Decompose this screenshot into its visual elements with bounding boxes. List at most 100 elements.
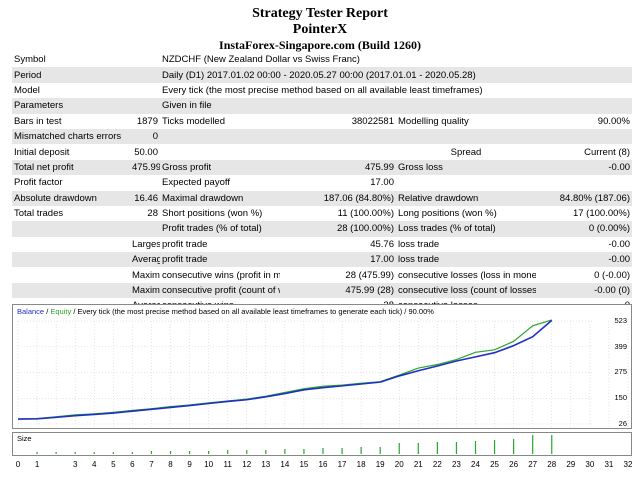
report-cell: Profit trades (% of total) <box>160 221 280 237</box>
size-bar <box>341 448 343 454</box>
size-bar <box>417 443 419 454</box>
size-bar <box>131 452 133 454</box>
y-tick-label: 399 <box>614 341 627 351</box>
report-cell <box>536 128 633 145</box>
report-cell: 0 (0.00%) <box>536 221 633 237</box>
report-cell: Maximal drawdown <box>160 190 280 206</box>
report-cell: Total net profit <box>12 159 130 176</box>
size-bar <box>455 442 458 454</box>
report-cell: Mismatched charts errors <box>12 128 130 145</box>
size-label: Size <box>17 434 32 443</box>
report-cell: -0.00 <box>536 159 633 176</box>
report-row: Absolute drawdown 16.46 Maximal drawdown 18… <box>12 190 633 206</box>
report-cell: consecutive profit (count of wins) <box>160 282 280 299</box>
report-cell <box>130 52 160 67</box>
report-cell: consecutive loss (count of losses) <box>396 282 536 299</box>
report-table: Symbol NZDCHF (New Zealand Dollar vs Swis… <box>12 52 633 314</box>
x-tick-label: 7 <box>149 460 154 469</box>
report-row: Maximalconsecutive profit (count of wins… <box>12 282 633 299</box>
x-tick-label: 16 <box>318 460 328 469</box>
x-tick-label: 8 <box>168 460 173 469</box>
legend-rest: / Every tick (the most precise method ba… <box>71 307 434 316</box>
report-cell: 84.80% (187.06) <box>536 190 633 206</box>
report-cell: 28 (475.99) <box>345 269 394 281</box>
x-tick-label: 3 <box>72 460 78 469</box>
report-cell <box>130 221 160 237</box>
report-cell: Parameters <box>12 98 130 114</box>
legend-equity: Equity <box>50 307 72 316</box>
size-bar <box>169 451 172 454</box>
report-cell: profit trade <box>160 252 280 268</box>
report-cell: Ticks modelled <box>162 115 226 127</box>
chart-legend: Balance / Equity / Every tick (the most … <box>17 307 434 316</box>
report-cell: Bars in test <box>14 115 62 127</box>
x-tick-label: 14 <box>280 460 290 469</box>
report-cell: loss trade <box>396 252 536 268</box>
report-cell: Given in file <box>160 98 633 114</box>
report-cell: Largest <box>132 238 160 250</box>
x-tick-label: 4 <box>92 460 97 469</box>
report-cell: profit trade <box>162 238 208 250</box>
report-row: Maximumconsecutive wins (profit in money… <box>12 267 632 282</box>
report-cell: 16.46 <box>130 190 160 206</box>
report-cell <box>396 128 536 145</box>
report-row: Mismatched charts errors 0 <box>12 128 633 145</box>
report-cell: 475.99 <box>130 159 160 176</box>
report-cell <box>536 175 632 190</box>
y-tick-label: 150 <box>614 393 627 403</box>
report-cell: -0.00 <box>608 238 631 250</box>
report-cell <box>130 67 160 83</box>
size-bar <box>398 443 400 454</box>
report-cell <box>12 282 130 299</box>
report-row: Largestprofit trade 45.76 loss trade -0.00 <box>12 237 632 252</box>
report-cell: 28 (100.00%) <box>280 221 396 237</box>
report-cell <box>160 144 280 159</box>
size-bar <box>93 452 95 454</box>
report-cell <box>12 252 130 268</box>
report-cell <box>280 144 396 159</box>
report-cell: 90.00% <box>597 115 631 127</box>
report-cell: Maximal <box>130 282 160 299</box>
report-cell: Gross profit <box>160 159 280 176</box>
balance-chart: Balance / Equity / Every tick (the most … <box>12 304 632 429</box>
x-tick-label: 17 <box>337 460 347 469</box>
report-cell: Short positions (won %) <box>162 208 263 220</box>
x-tick-label: 28 <box>547 460 557 469</box>
report-cell: consecutive losses (loss in money) <box>398 269 536 281</box>
x-tick-label: 29 <box>566 460 576 469</box>
x-tick-label: 30 <box>585 460 595 469</box>
report-cell: 0 <box>130 128 160 145</box>
x-tick-label: 11 <box>223 460 232 469</box>
x-tick-label: 5 <box>111 460 116 469</box>
x-tick-label: 20 <box>394 460 404 469</box>
report-cell: Symbol <box>14 54 46 66</box>
size-bar <box>303 449 305 454</box>
legend-sep: / <box>44 307 51 316</box>
size-bar <box>188 451 191 454</box>
report-cell: 475.99 <box>280 159 396 176</box>
size-bar <box>284 449 286 454</box>
report-cell: Expected payoff <box>162 177 230 189</box>
report-cell: Loss trades (% of total) <box>396 221 536 237</box>
legend-balance: Balance <box>17 307 45 316</box>
report-cell: Period <box>12 67 130 83</box>
report-cell: -0.00 <box>536 252 633 268</box>
report-row: Period Daily (D1) 2017.01.02 00:00 - 2020… <box>12 67 633 83</box>
report-cell: 38022581 <box>351 115 394 127</box>
y-tick-label: 26 <box>618 419 627 428</box>
size-bar <box>55 452 57 454</box>
size-bar <box>436 442 438 454</box>
report-row: Total trades 28 Short positions (won %) 11 … <box>12 206 632 221</box>
x-tick-label: 19 <box>375 460 385 469</box>
report-cell: Initial deposit <box>14 146 70 158</box>
x-tick-label: 0 <box>15 460 21 469</box>
report-cell: Gross loss <box>396 159 536 176</box>
x-tick-label: 15 <box>299 460 309 469</box>
x-tick-label: 13 <box>261 460 271 469</box>
report-cell: Modelling quality <box>398 115 469 127</box>
chart-plot-area <box>17 319 629 427</box>
report-row: Model Every tick (the most precise method… <box>12 83 632 98</box>
size-bar <box>360 447 362 454</box>
report-row: Symbol NZDCHF (New Zealand Dollar vs Swis… <box>12 52 632 67</box>
